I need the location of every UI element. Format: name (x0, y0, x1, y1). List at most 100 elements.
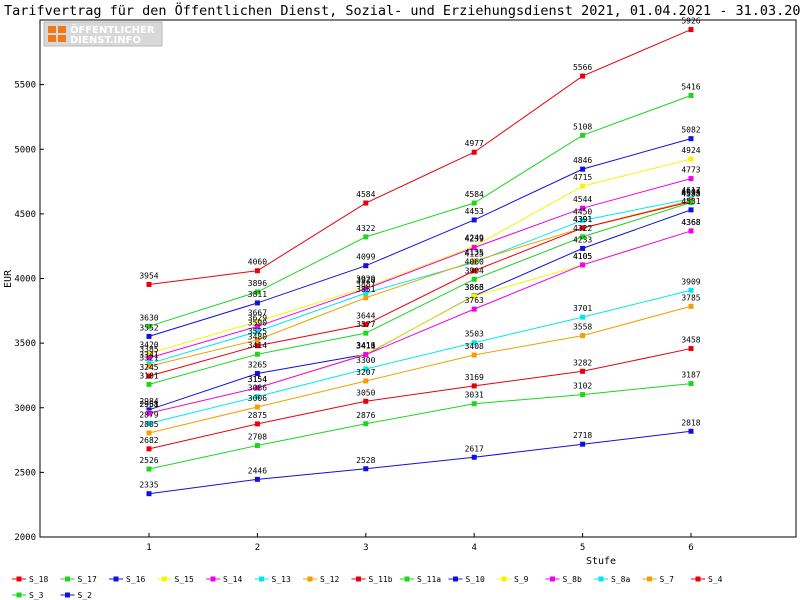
data-label: 3480 (248, 333, 267, 342)
data-label: 3954 (139, 271, 158, 280)
y-tick-label: 5500 (14, 81, 36, 91)
series-s-9 (146, 228, 694, 416)
data-label: 4846 (573, 156, 592, 165)
data-point (254, 319, 260, 325)
legend-label: S_15 (175, 575, 194, 584)
data-point (254, 442, 260, 448)
legend-item: S_9 (497, 575, 529, 584)
x-tick-label: 5 (580, 543, 585, 553)
data-point (254, 343, 260, 349)
data-label: 4773 (681, 166, 700, 175)
y-axis-label: EUR (3, 269, 14, 288)
legend-label: S_11a (417, 575, 441, 584)
legend-item: S_2 (60, 591, 92, 600)
data-point (580, 225, 586, 231)
data-point (363, 200, 369, 206)
legend-swatch-marker (16, 592, 22, 598)
legend-item: S_17 (60, 575, 97, 584)
series-line (148, 383, 692, 470)
data-label: 4125 (465, 249, 484, 258)
data-label: 3086 (248, 384, 267, 393)
data-point (254, 323, 260, 329)
data-label: 3169 (465, 373, 484, 382)
data-label: 3321 (139, 353, 158, 362)
data-point (363, 322, 369, 328)
logo-text-line2: DIENST.INFO (70, 35, 141, 46)
data-label: 3413 (356, 341, 375, 350)
data-point (363, 398, 369, 404)
data-point (146, 323, 152, 329)
data-point (146, 333, 152, 339)
legend-swatch-marker (598, 576, 604, 582)
series-line (148, 209, 692, 411)
data-label: 3590 (248, 318, 267, 327)
data-label: 2984 (139, 397, 158, 406)
data-point (363, 286, 369, 292)
legend-swatch-marker (501, 576, 507, 582)
data-label: 3887 (356, 280, 375, 289)
data-label: 3458 (681, 336, 700, 345)
series-line (148, 230, 692, 414)
y-tick-label: 3500 (14, 339, 36, 349)
data-point (688, 303, 694, 309)
data-label: 4060 (465, 258, 484, 267)
data-label: 3763 (465, 296, 484, 305)
data-label: 3102 (573, 382, 592, 391)
legend-swatch-marker (113, 576, 119, 582)
data-label: 3558 (573, 323, 592, 332)
data-point (580, 132, 586, 138)
series-line (148, 201, 692, 377)
y-tick-label: 3000 (14, 404, 36, 414)
x-tick-label: 2 (255, 543, 260, 553)
y-tick-label: 2500 (14, 468, 36, 478)
series-s-13 (146, 196, 694, 367)
y-tick-label: 4500 (14, 210, 36, 220)
data-label: 3408 (465, 342, 484, 351)
data-label: 4584 (465, 190, 484, 199)
data-label: 3154 (248, 375, 267, 384)
data-point (688, 27, 694, 33)
data-label: 2617 (465, 444, 484, 453)
data-label: 5416 (681, 82, 700, 91)
data-label: 3207 (356, 368, 375, 377)
data-point (146, 446, 152, 452)
legend-swatch-marker (453, 576, 458, 582)
data-label: 3031 (465, 391, 484, 400)
legend-item: S_8b (545, 575, 582, 584)
data-point (146, 430, 152, 436)
legend-swatch-marker (647, 576, 652, 582)
legend-swatch-marker (695, 576, 701, 582)
data-label: 4924 (681, 146, 700, 155)
data-point (471, 306, 477, 312)
data-label: 3644 (356, 312, 375, 321)
legend-item: S_18 (12, 575, 48, 584)
series-s-12 (146, 197, 694, 369)
data-point (254, 385, 260, 391)
data-label: 4617 (681, 186, 700, 195)
data-point (688, 176, 694, 182)
data-point (471, 200, 477, 206)
logo-mark (48, 26, 56, 33)
data-label: 2961 (139, 400, 158, 409)
data-point (580, 183, 586, 189)
data-label: 2446 (248, 466, 267, 475)
series-s-14 (146, 176, 694, 361)
data-label: 3282 (573, 358, 592, 367)
data-label: 5566 (573, 63, 592, 72)
data-label: 2818 (681, 418, 700, 427)
series-s-18 (146, 27, 694, 287)
legend-item: S_11a (400, 575, 441, 584)
legend-swatch-marker (210, 576, 216, 582)
data-label: 2805 (139, 420, 158, 429)
x-tick-label: 1 (146, 543, 151, 553)
data-label: 5108 (573, 122, 592, 131)
data-label: 4239 (465, 235, 484, 244)
legend-item: S_12 (303, 575, 339, 584)
data-label: 2876 (356, 411, 375, 420)
data-point (363, 295, 369, 301)
data-point (688, 207, 694, 213)
data-point (146, 407, 152, 413)
data-label: 4391 (573, 215, 592, 224)
data-label: 4105 (573, 252, 592, 261)
legend-swatch-marker (550, 576, 555, 582)
